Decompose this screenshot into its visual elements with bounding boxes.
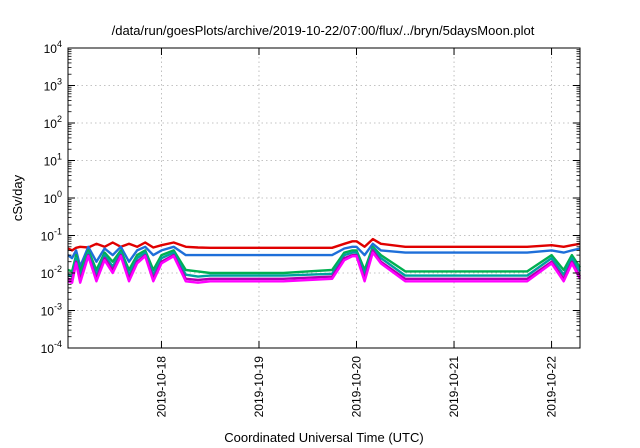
y-tick-base: 10 (44, 192, 58, 206)
y-tick-exponent: 0 (57, 189, 62, 199)
y-tick-label: 103 (44, 77, 62, 94)
y-tick-base: 10 (41, 230, 55, 244)
y-tick-label: 10-2 (41, 264, 62, 281)
series-line-3 (67, 245, 582, 275)
x-tick-label: 2019-10-22 (545, 356, 559, 418)
y-tick-base: 10 (44, 117, 58, 131)
y-tick-label: 10-1 (41, 227, 62, 244)
x-axis-label: Coordinated Universal Time (UTC) (224, 430, 423, 445)
y-tick-exponent: -4 (54, 339, 62, 349)
y-tick-base: 10 (44, 80, 58, 94)
y-tick-base: 10 (41, 267, 55, 281)
y-tick-exponent: 1 (57, 152, 62, 162)
y-tick-exponent: -2 (54, 264, 62, 274)
grid-lines (68, 48, 580, 348)
data-series (67, 237, 582, 284)
y-tick-exponent: 4 (57, 39, 62, 49)
y-tick-label: 100 (44, 189, 62, 206)
y-tick-exponent: -1 (54, 227, 62, 237)
series-line-6 (67, 251, 582, 284)
y-tick-label: 102 (44, 114, 62, 131)
x-tick-label: 2019-10-19 (252, 356, 266, 418)
y-tick-label: 104 (44, 39, 62, 56)
x-axis-ticks: 2019-10-18 2019-10-19 2019-10-20 2019-10-21… (154, 48, 559, 418)
series-line-1 (67, 237, 581, 252)
y-tick-exponent: 3 (57, 77, 62, 87)
y-tick-base: 10 (44, 42, 58, 56)
y-tick-base: 10 (44, 155, 58, 169)
y-tick-exponent: -3 (54, 302, 62, 312)
series-line-2 (67, 242, 581, 268)
y-tick-label: 101 (44, 152, 62, 169)
x-tick-label: 2019-10-18 (154, 356, 168, 418)
y-tick-base: 10 (41, 342, 55, 356)
y-axis-label: cSv/day (10, 174, 25, 221)
y-tick-exponent: 2 (57, 114, 62, 124)
x-tick-label: 2019-10-21 (447, 356, 461, 418)
y-tick-label: 10-3 (41, 302, 62, 319)
chart-title: /data/run/goesPlots/archive/2019-10-22/0… (112, 23, 535, 38)
x-tick-label: 2019-10-20 (350, 356, 364, 418)
y-tick-label: 10-4 (41, 339, 62, 356)
y-tick-base: 10 (41, 305, 55, 319)
series-line-4 (67, 247, 582, 278)
series-line-5 (67, 249, 582, 282)
